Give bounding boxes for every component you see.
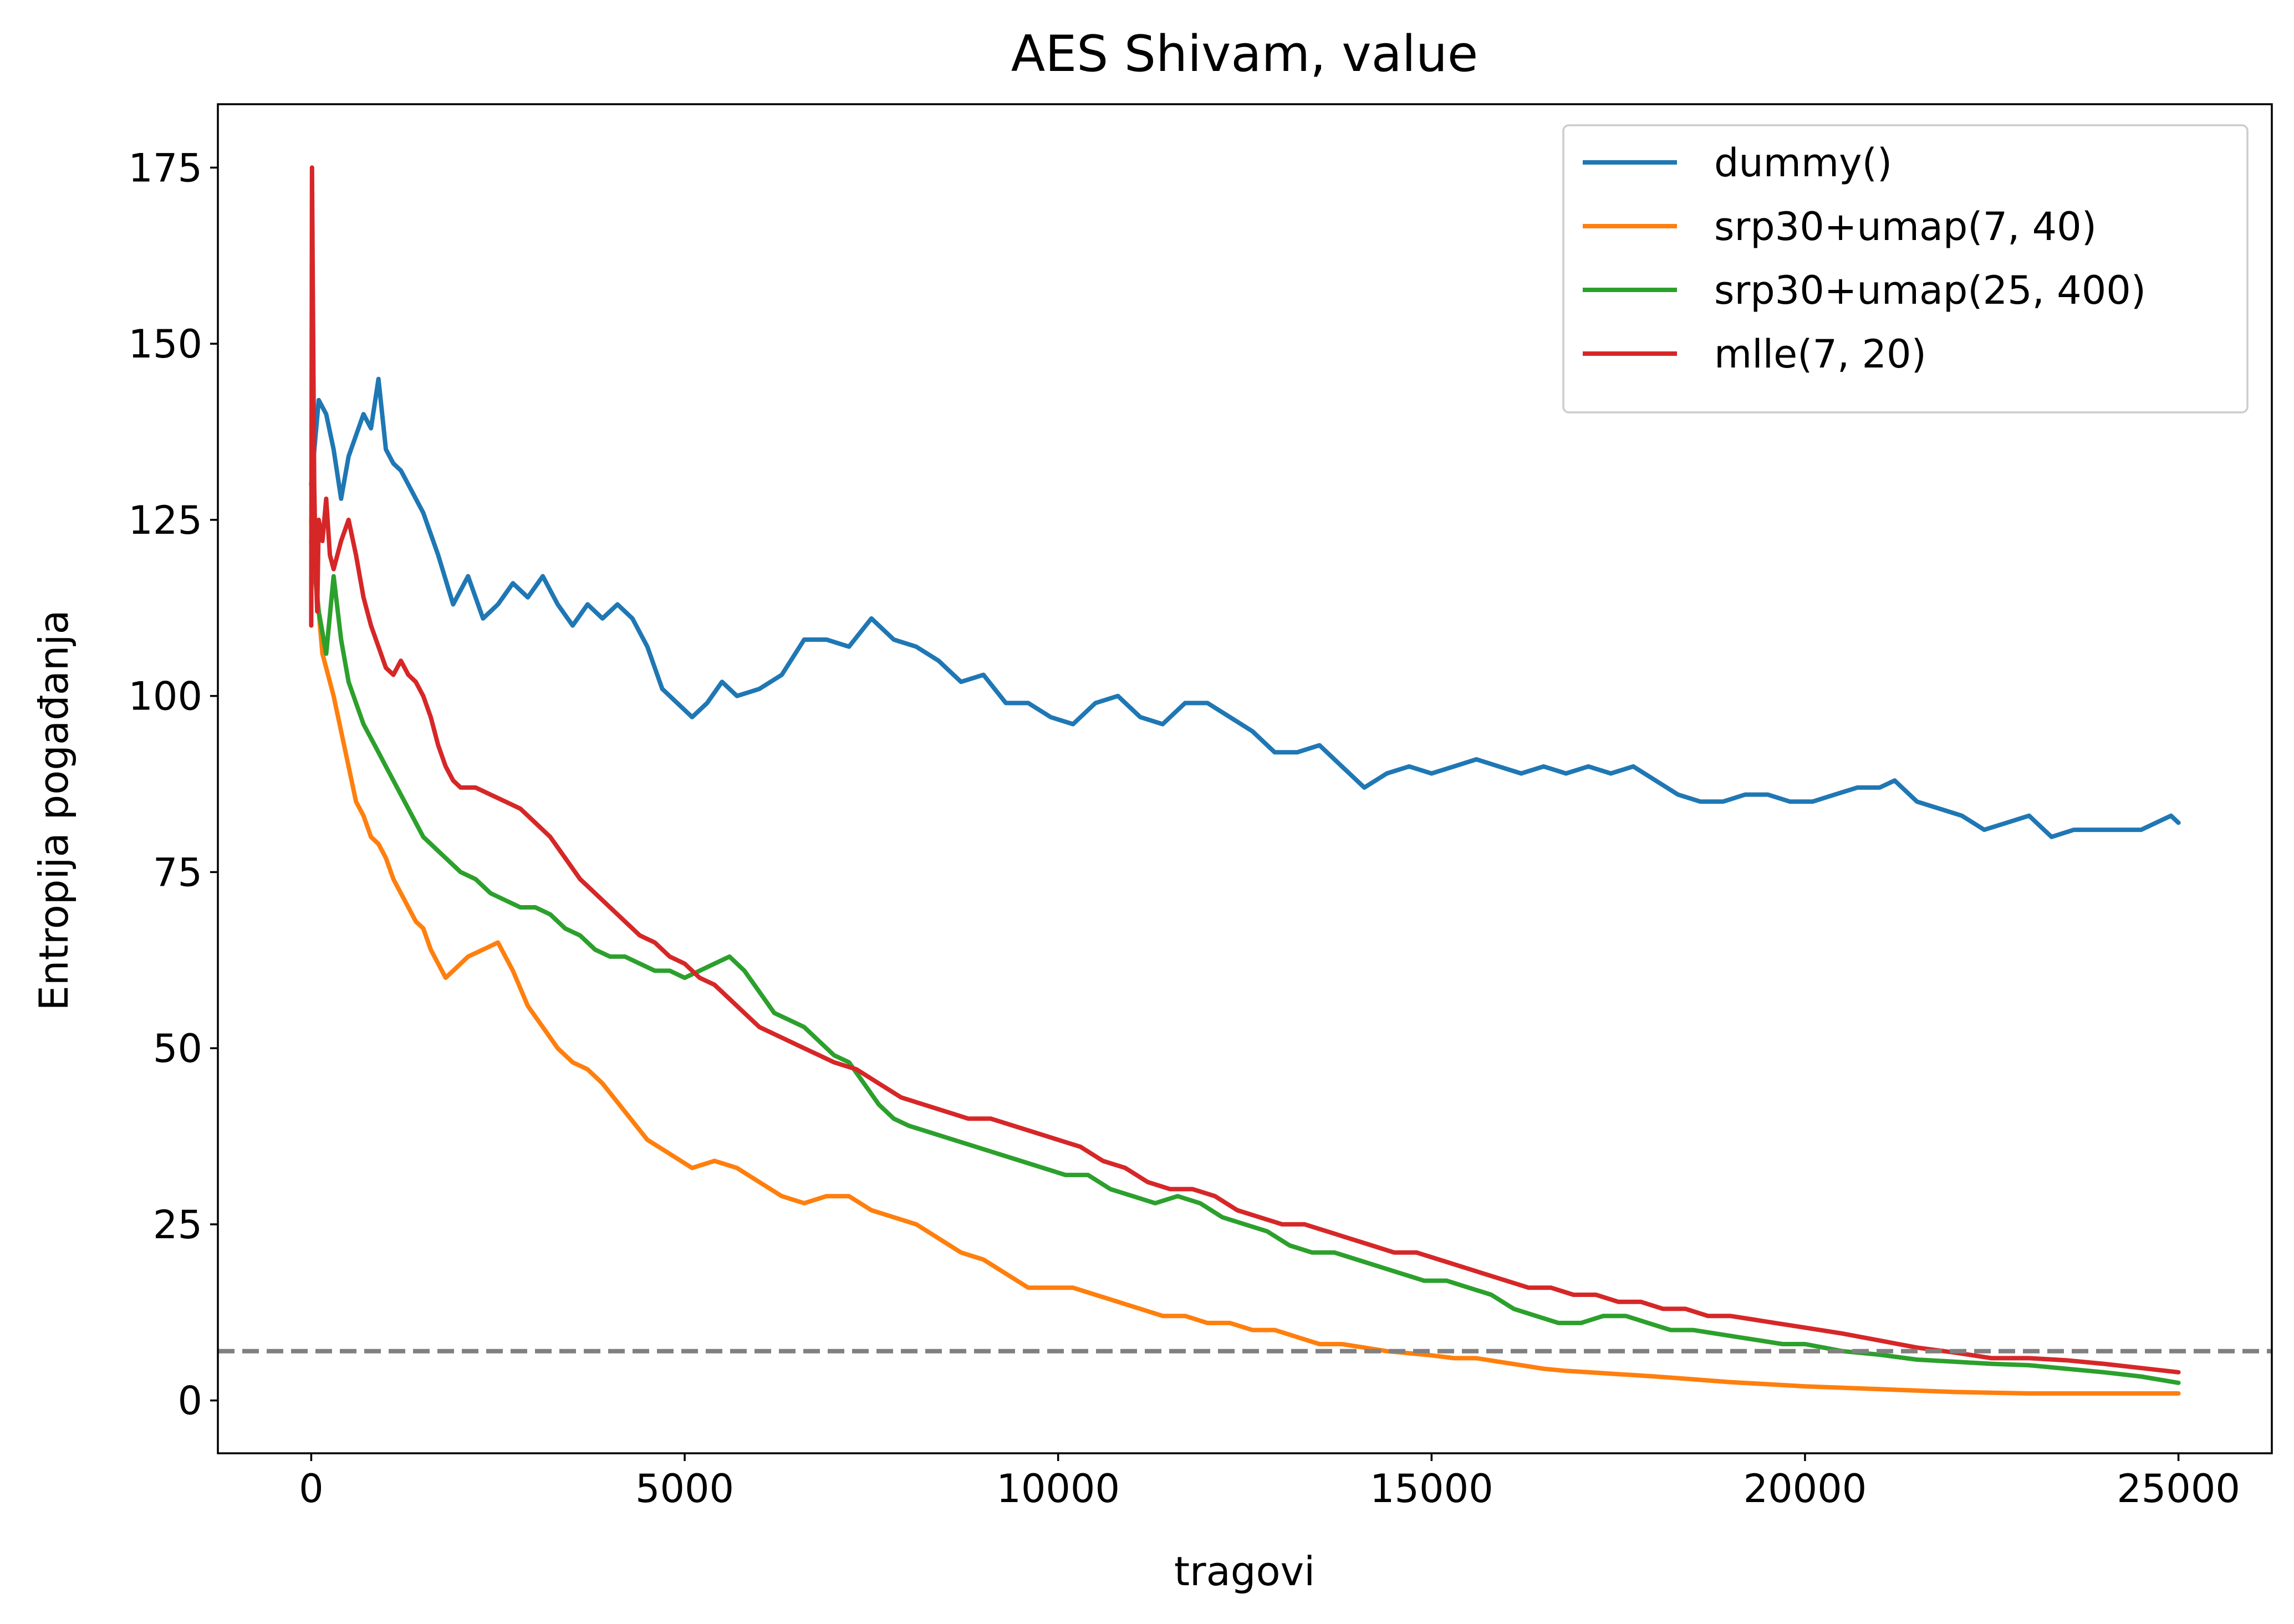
series-line-3 xyxy=(309,539,2181,1385)
x-tick-label: 5000 xyxy=(635,1466,734,1511)
plot-frame xyxy=(217,103,2273,1454)
legend-box xyxy=(1562,124,2249,413)
series-line-4 xyxy=(309,165,2181,1375)
y-tick-label: 175 xyxy=(128,145,202,191)
y-tick-label: 75 xyxy=(153,850,202,895)
x-tick-label: 20000 xyxy=(1744,1466,1867,1511)
x-tick-label: 25000 xyxy=(2117,1466,2240,1511)
legend-label-4: mlle(7, 20) xyxy=(1714,331,1926,377)
series-group xyxy=(309,165,2181,1396)
legend-label-3: srp30+umap(25, 400) xyxy=(1714,268,2146,313)
legend: dummy() srp30+umap(7, 40) srp30+umap(25, 4… xyxy=(1562,124,2249,413)
y-axis-label: Entropija pogađanja xyxy=(30,610,77,1010)
x-tick-label: 10000 xyxy=(996,1466,1120,1511)
plot-area: 0 5000 10000 15000 20000 25000 0 25 50 75 100 125 15… xyxy=(128,103,2273,1511)
x-tick-label: 15000 xyxy=(1370,1466,1493,1511)
y-tick-label: 125 xyxy=(128,498,202,543)
x-axis-label: tragovi xyxy=(1174,1548,1315,1595)
chart-title: AES Shivam, value xyxy=(1011,25,1478,83)
series-line-2 xyxy=(309,517,2181,1396)
legend-label-2: srp30+umap(7, 40) xyxy=(1714,204,2097,249)
y-tick-label: 100 xyxy=(128,674,202,719)
series-line-1 xyxy=(309,376,2181,839)
y-tick-label: 150 xyxy=(128,321,202,367)
y-tick-label: 50 xyxy=(153,1026,202,1071)
y-tick-label: 0 xyxy=(177,1378,202,1424)
y-tick-label: 25 xyxy=(153,1202,202,1248)
legend-label-1: dummy() xyxy=(1714,140,1892,186)
x-tick-label: 0 xyxy=(299,1466,324,1511)
